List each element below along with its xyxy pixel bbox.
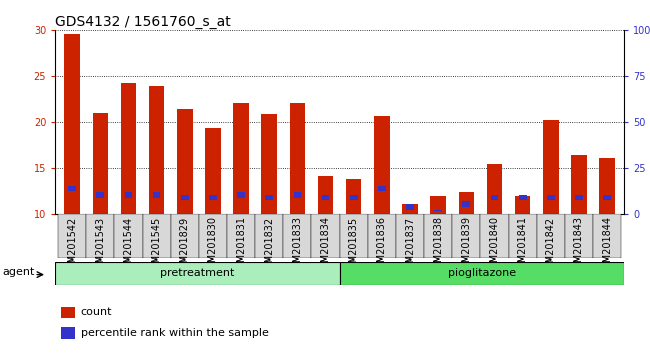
Bar bbox=[125, 192, 133, 198]
Bar bbox=[61, 327, 75, 339]
Bar bbox=[452, 214, 480, 258]
Bar bbox=[237, 192, 245, 198]
Bar bbox=[86, 214, 114, 258]
Bar bbox=[543, 120, 558, 214]
Bar bbox=[459, 192, 474, 214]
Bar bbox=[396, 214, 424, 258]
Bar bbox=[318, 176, 333, 214]
Text: GSM201544: GSM201544 bbox=[124, 216, 133, 275]
Bar bbox=[508, 214, 537, 258]
Bar bbox=[227, 214, 255, 258]
FancyBboxPatch shape bbox=[55, 262, 339, 285]
Bar bbox=[58, 214, 86, 258]
Bar bbox=[430, 196, 446, 214]
Bar bbox=[378, 185, 385, 191]
Bar bbox=[350, 195, 358, 200]
Bar bbox=[374, 116, 389, 214]
Bar bbox=[283, 214, 311, 258]
Text: GSM201829: GSM201829 bbox=[180, 216, 190, 275]
Text: GSM201836: GSM201836 bbox=[377, 216, 387, 275]
Bar bbox=[64, 34, 80, 214]
Bar bbox=[61, 307, 75, 318]
Text: GSM201837: GSM201837 bbox=[405, 216, 415, 275]
Text: pretreatment: pretreatment bbox=[161, 268, 235, 279]
Text: percentile rank within the sample: percentile rank within the sample bbox=[81, 328, 268, 338]
Bar bbox=[519, 195, 526, 200]
Text: GDS4132 / 1561760_s_at: GDS4132 / 1561760_s_at bbox=[55, 15, 231, 29]
Text: agent: agent bbox=[3, 267, 35, 277]
Bar bbox=[480, 214, 508, 258]
Bar bbox=[603, 195, 611, 200]
Text: GSM201842: GSM201842 bbox=[546, 216, 556, 275]
Bar bbox=[205, 128, 220, 214]
Bar bbox=[209, 195, 217, 200]
Text: GSM201834: GSM201834 bbox=[320, 216, 331, 275]
Bar bbox=[487, 165, 502, 214]
Bar bbox=[368, 214, 396, 258]
Bar bbox=[593, 214, 621, 258]
Bar bbox=[547, 195, 554, 200]
Bar bbox=[571, 155, 587, 214]
Bar bbox=[181, 195, 188, 200]
Bar bbox=[153, 192, 161, 198]
Bar bbox=[339, 214, 368, 258]
Bar bbox=[149, 86, 164, 214]
Bar bbox=[406, 204, 414, 210]
Text: GSM201542: GSM201542 bbox=[67, 216, 77, 276]
Bar bbox=[233, 103, 249, 214]
Bar bbox=[565, 214, 593, 258]
Text: GSM201841: GSM201841 bbox=[517, 216, 528, 275]
Bar bbox=[294, 192, 301, 198]
Bar bbox=[171, 214, 199, 258]
FancyBboxPatch shape bbox=[339, 262, 624, 285]
Text: GSM201843: GSM201843 bbox=[574, 216, 584, 275]
Text: GSM201830: GSM201830 bbox=[208, 216, 218, 275]
Bar bbox=[255, 214, 283, 258]
Text: GSM201831: GSM201831 bbox=[236, 216, 246, 275]
Bar bbox=[290, 103, 305, 214]
Text: pioglitazone: pioglitazone bbox=[448, 268, 516, 279]
Bar bbox=[199, 214, 227, 258]
Bar bbox=[434, 210, 442, 211]
Bar bbox=[491, 195, 499, 200]
Bar bbox=[424, 214, 452, 258]
Bar bbox=[142, 214, 171, 258]
Bar bbox=[96, 192, 104, 198]
Bar bbox=[537, 214, 565, 258]
Bar bbox=[402, 204, 418, 214]
Bar bbox=[346, 179, 361, 214]
Bar bbox=[515, 196, 530, 214]
Bar bbox=[121, 82, 136, 214]
Text: GSM201844: GSM201844 bbox=[602, 216, 612, 275]
Bar bbox=[177, 109, 192, 214]
Bar bbox=[68, 185, 76, 191]
Bar bbox=[322, 195, 330, 200]
Text: GSM201838: GSM201838 bbox=[433, 216, 443, 275]
Text: GSM201543: GSM201543 bbox=[96, 216, 105, 275]
Bar bbox=[261, 114, 277, 214]
Bar bbox=[92, 113, 108, 214]
Bar bbox=[265, 195, 273, 200]
Bar bbox=[311, 214, 339, 258]
Text: GSM201833: GSM201833 bbox=[292, 216, 302, 275]
Bar bbox=[599, 158, 615, 214]
Bar bbox=[575, 195, 583, 200]
Bar bbox=[462, 201, 470, 207]
Text: GSM201545: GSM201545 bbox=[151, 216, 162, 276]
Text: GSM201835: GSM201835 bbox=[348, 216, 359, 275]
Text: GSM201832: GSM201832 bbox=[265, 216, 274, 275]
Text: GSM201839: GSM201839 bbox=[462, 216, 471, 275]
Text: count: count bbox=[81, 307, 112, 318]
Bar bbox=[114, 214, 142, 258]
Text: GSM201840: GSM201840 bbox=[489, 216, 499, 275]
